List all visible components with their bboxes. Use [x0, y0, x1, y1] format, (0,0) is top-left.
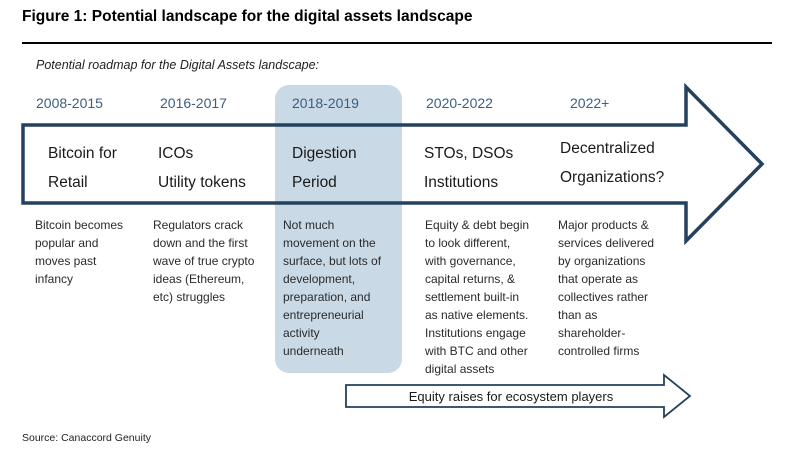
figure-title: Figure 1: Potential landscape for the di… [22, 8, 473, 25]
description-line: down and the first [153, 236, 248, 250]
description-line: digital assets [425, 362, 495, 376]
description-line: activity [283, 326, 320, 340]
description-line: that operate as [558, 272, 639, 286]
stage-label-line: Organizations? [560, 169, 665, 186]
stage-description-digestion: Not much movement on the surface, but lo… [283, 216, 381, 360]
stage-label-line: Retail [48, 174, 88, 191]
stage-year-2020-2022: 2020-2022 [426, 95, 493, 111]
stage-year-2018-2019: 2018-2019 [292, 95, 359, 111]
stage-year-2016-2017: 2016-2017 [160, 95, 227, 111]
source-note: Source: Canaccord Genuity [22, 432, 151, 444]
description-line: preparation, and [283, 290, 371, 304]
description-line: Regulators crack [153, 218, 244, 232]
description-line: underneath [283, 344, 344, 358]
description-line: ideas (Ethereum, [153, 272, 245, 286]
description-line: collectives rather [558, 290, 649, 304]
description-line: infancy [35, 272, 74, 286]
stage-label-line: Utility tokens [158, 174, 246, 191]
description-line: entrepreneurial [283, 308, 364, 322]
stage-label-line: STOs, DSOs [424, 145, 514, 162]
description-line: services delivered [558, 236, 655, 250]
stage-description-bitcoin-retail: Bitcoin becomes popular and moves past i… [35, 216, 123, 288]
stage-label-line: Decentralized [560, 140, 655, 157]
description-line: wave of true crypto [153, 254, 255, 268]
stage-label-line: Digestion [292, 145, 357, 162]
subtitle: Potential roadmap for the Digital Assets… [36, 58, 320, 72]
description-line: settlement built-in [425, 290, 520, 304]
banner-label: Equity raises for ecosystem players [408, 389, 614, 404]
description-line: movement on the [283, 236, 376, 250]
stage-label-digestion: Digestion Period [292, 139, 357, 197]
description-line: controlled firms [558, 344, 640, 358]
description-line: development, [283, 272, 356, 286]
description-line: Not much [283, 218, 335, 232]
description-line: Institutions engage [425, 326, 526, 340]
description-line: shareholder- [558, 326, 626, 340]
stage-label-decentralized: Decentralized Organizations? [560, 134, 664, 192]
stage-label-line: ICOs [158, 145, 194, 162]
description-line: capital returns, & [425, 272, 516, 286]
description-line: with BTC and other [425, 344, 528, 358]
description-line: to look different, [425, 236, 511, 250]
title-divider [22, 42, 772, 44]
description-line: surface, but lots of [283, 254, 382, 268]
stage-year-2022-plus: 2022+ [570, 95, 610, 111]
highlighted-period-band [275, 85, 402, 373]
description-line: etc) struggles [153, 290, 226, 304]
stage-label-line: Institutions [424, 174, 499, 191]
stage-label-line: Period [292, 174, 337, 191]
description-line: Major products & [558, 218, 649, 232]
stage-year-2008-2015: 2008-2015 [36, 95, 103, 111]
stage-label-bitcoin-retail: Bitcoin for Retail [48, 139, 117, 197]
description-line: as native elements. [425, 308, 529, 322]
stage-description-stos-dsos: Equity & debt begin to look different, w… [425, 216, 529, 378]
description-line: Equity & debt begin [425, 218, 530, 232]
description-line: moves past [35, 254, 97, 268]
description-line: popular and [35, 236, 99, 250]
description-line: than as [558, 308, 598, 322]
stage-description-decentralized: Major products & services delivered by o… [558, 216, 654, 360]
stage-label-stos-dsos: STOs, DSOs Institutions [424, 139, 513, 197]
stage-label-icos: ICOs Utility tokens [158, 139, 246, 197]
stage-description-icos: Regulators crack down and the first wave… [153, 216, 254, 306]
description-line: by organizations [558, 254, 646, 268]
description-line: Bitcoin becomes [35, 218, 124, 232]
stage-label-line: Bitcoin for [48, 145, 117, 162]
description-line: with governance, [425, 254, 516, 268]
